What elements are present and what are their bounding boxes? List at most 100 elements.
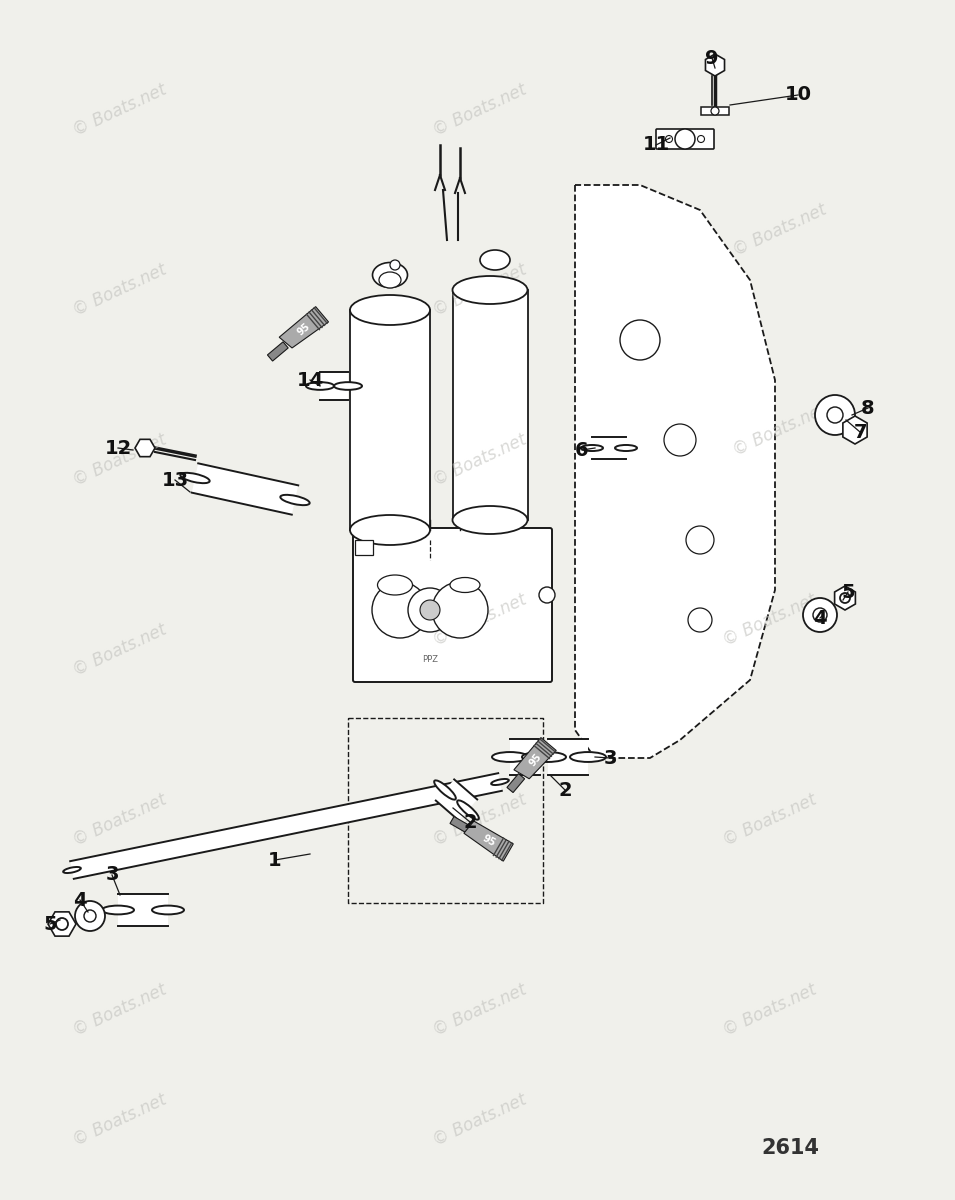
Text: © Boats.net: © Boats.net bbox=[431, 431, 530, 490]
Text: 14: 14 bbox=[296, 371, 324, 390]
Text: 5: 5 bbox=[841, 582, 855, 601]
Circle shape bbox=[539, 587, 555, 602]
Circle shape bbox=[620, 320, 660, 360]
Text: © Boats.net: © Boats.net bbox=[731, 200, 830, 259]
Text: 95: 95 bbox=[295, 322, 312, 337]
Circle shape bbox=[372, 582, 428, 638]
Text: © Boats.net: © Boats.net bbox=[431, 590, 530, 649]
Text: 4: 4 bbox=[814, 608, 827, 628]
Polygon shape bbox=[548, 739, 588, 775]
Ellipse shape bbox=[379, 272, 401, 288]
Text: © Boats.net: © Boats.net bbox=[71, 980, 170, 1039]
Polygon shape bbox=[192, 463, 298, 515]
Circle shape bbox=[84, 910, 96, 922]
Text: © Boats.net: © Boats.net bbox=[720, 980, 819, 1039]
Ellipse shape bbox=[435, 780, 456, 799]
Polygon shape bbox=[135, 439, 155, 457]
Circle shape bbox=[56, 918, 68, 930]
Ellipse shape bbox=[480, 250, 510, 270]
Text: 7: 7 bbox=[853, 422, 867, 442]
Ellipse shape bbox=[334, 382, 362, 390]
Text: 2: 2 bbox=[463, 812, 477, 832]
Text: © Boats.net: © Boats.net bbox=[71, 1091, 170, 1150]
Text: © Boats.net: © Boats.net bbox=[431, 1091, 530, 1150]
Ellipse shape bbox=[180, 473, 210, 484]
Ellipse shape bbox=[453, 506, 527, 534]
Ellipse shape bbox=[350, 515, 430, 545]
Ellipse shape bbox=[306, 382, 334, 390]
FancyBboxPatch shape bbox=[353, 528, 552, 682]
Ellipse shape bbox=[453, 276, 527, 304]
Text: 8: 8 bbox=[861, 398, 875, 418]
Circle shape bbox=[675, 128, 695, 149]
Circle shape bbox=[815, 395, 855, 434]
Text: © Boats.net: © Boats.net bbox=[431, 980, 530, 1039]
Ellipse shape bbox=[457, 800, 478, 820]
Ellipse shape bbox=[281, 494, 309, 505]
Circle shape bbox=[840, 593, 850, 602]
Circle shape bbox=[408, 588, 452, 632]
Ellipse shape bbox=[570, 752, 606, 762]
Text: PPZ: PPZ bbox=[422, 655, 438, 665]
Polygon shape bbox=[118, 894, 168, 926]
Ellipse shape bbox=[102, 906, 134, 914]
Ellipse shape bbox=[522, 752, 558, 762]
Polygon shape bbox=[435, 780, 478, 821]
Bar bbox=[701, 107, 729, 115]
Text: © Boats.net: © Boats.net bbox=[71, 431, 170, 490]
Text: 3: 3 bbox=[105, 865, 118, 884]
Circle shape bbox=[390, 260, 400, 270]
Text: 9: 9 bbox=[705, 48, 719, 67]
Ellipse shape bbox=[372, 263, 408, 288]
Text: 1: 1 bbox=[268, 851, 282, 870]
Ellipse shape bbox=[581, 445, 603, 451]
Text: 6: 6 bbox=[575, 440, 589, 460]
Text: © Boats.net: © Boats.net bbox=[731, 401, 830, 460]
Text: © Boats.net: © Boats.net bbox=[431, 80, 530, 139]
Circle shape bbox=[432, 582, 488, 638]
Ellipse shape bbox=[377, 575, 413, 595]
Text: 13: 13 bbox=[161, 470, 188, 490]
Ellipse shape bbox=[350, 295, 430, 325]
Polygon shape bbox=[70, 773, 501, 878]
Ellipse shape bbox=[152, 906, 184, 914]
Text: 10: 10 bbox=[784, 85, 812, 104]
Bar bbox=[355, 540, 373, 554]
Polygon shape bbox=[835, 586, 856, 610]
Circle shape bbox=[697, 136, 705, 143]
Text: 2614: 2614 bbox=[761, 1138, 819, 1158]
Circle shape bbox=[75, 901, 105, 931]
Polygon shape bbox=[450, 816, 471, 833]
Text: 5: 5 bbox=[43, 914, 56, 934]
Text: 11: 11 bbox=[643, 136, 669, 155]
Circle shape bbox=[664, 424, 696, 456]
Polygon shape bbox=[320, 372, 348, 400]
Polygon shape bbox=[575, 185, 775, 758]
Ellipse shape bbox=[491, 779, 509, 785]
Circle shape bbox=[827, 407, 843, 422]
Text: 3: 3 bbox=[604, 749, 617, 768]
Text: © Boats.net: © Boats.net bbox=[431, 260, 530, 319]
Circle shape bbox=[813, 608, 827, 622]
Ellipse shape bbox=[63, 866, 81, 874]
Text: 95: 95 bbox=[480, 834, 497, 848]
Text: 12: 12 bbox=[104, 438, 132, 457]
Text: © Boats.net: © Boats.net bbox=[431, 791, 530, 850]
Polygon shape bbox=[279, 307, 329, 348]
Text: 4: 4 bbox=[74, 890, 87, 910]
Text: © Boats.net: © Boats.net bbox=[71, 620, 170, 679]
Ellipse shape bbox=[615, 445, 637, 451]
Text: © Boats.net: © Boats.net bbox=[71, 260, 170, 319]
Polygon shape bbox=[267, 342, 288, 361]
Polygon shape bbox=[592, 437, 626, 458]
Ellipse shape bbox=[450, 577, 480, 593]
Text: 95: 95 bbox=[527, 751, 543, 768]
Circle shape bbox=[686, 526, 714, 554]
Polygon shape bbox=[706, 54, 725, 76]
Bar bbox=[350, 310, 430, 530]
Text: © Boats.net: © Boats.net bbox=[71, 80, 170, 139]
Text: 2: 2 bbox=[558, 780, 572, 799]
Text: © Boats.net: © Boats.net bbox=[71, 791, 170, 850]
Circle shape bbox=[711, 107, 719, 115]
Circle shape bbox=[688, 608, 712, 632]
